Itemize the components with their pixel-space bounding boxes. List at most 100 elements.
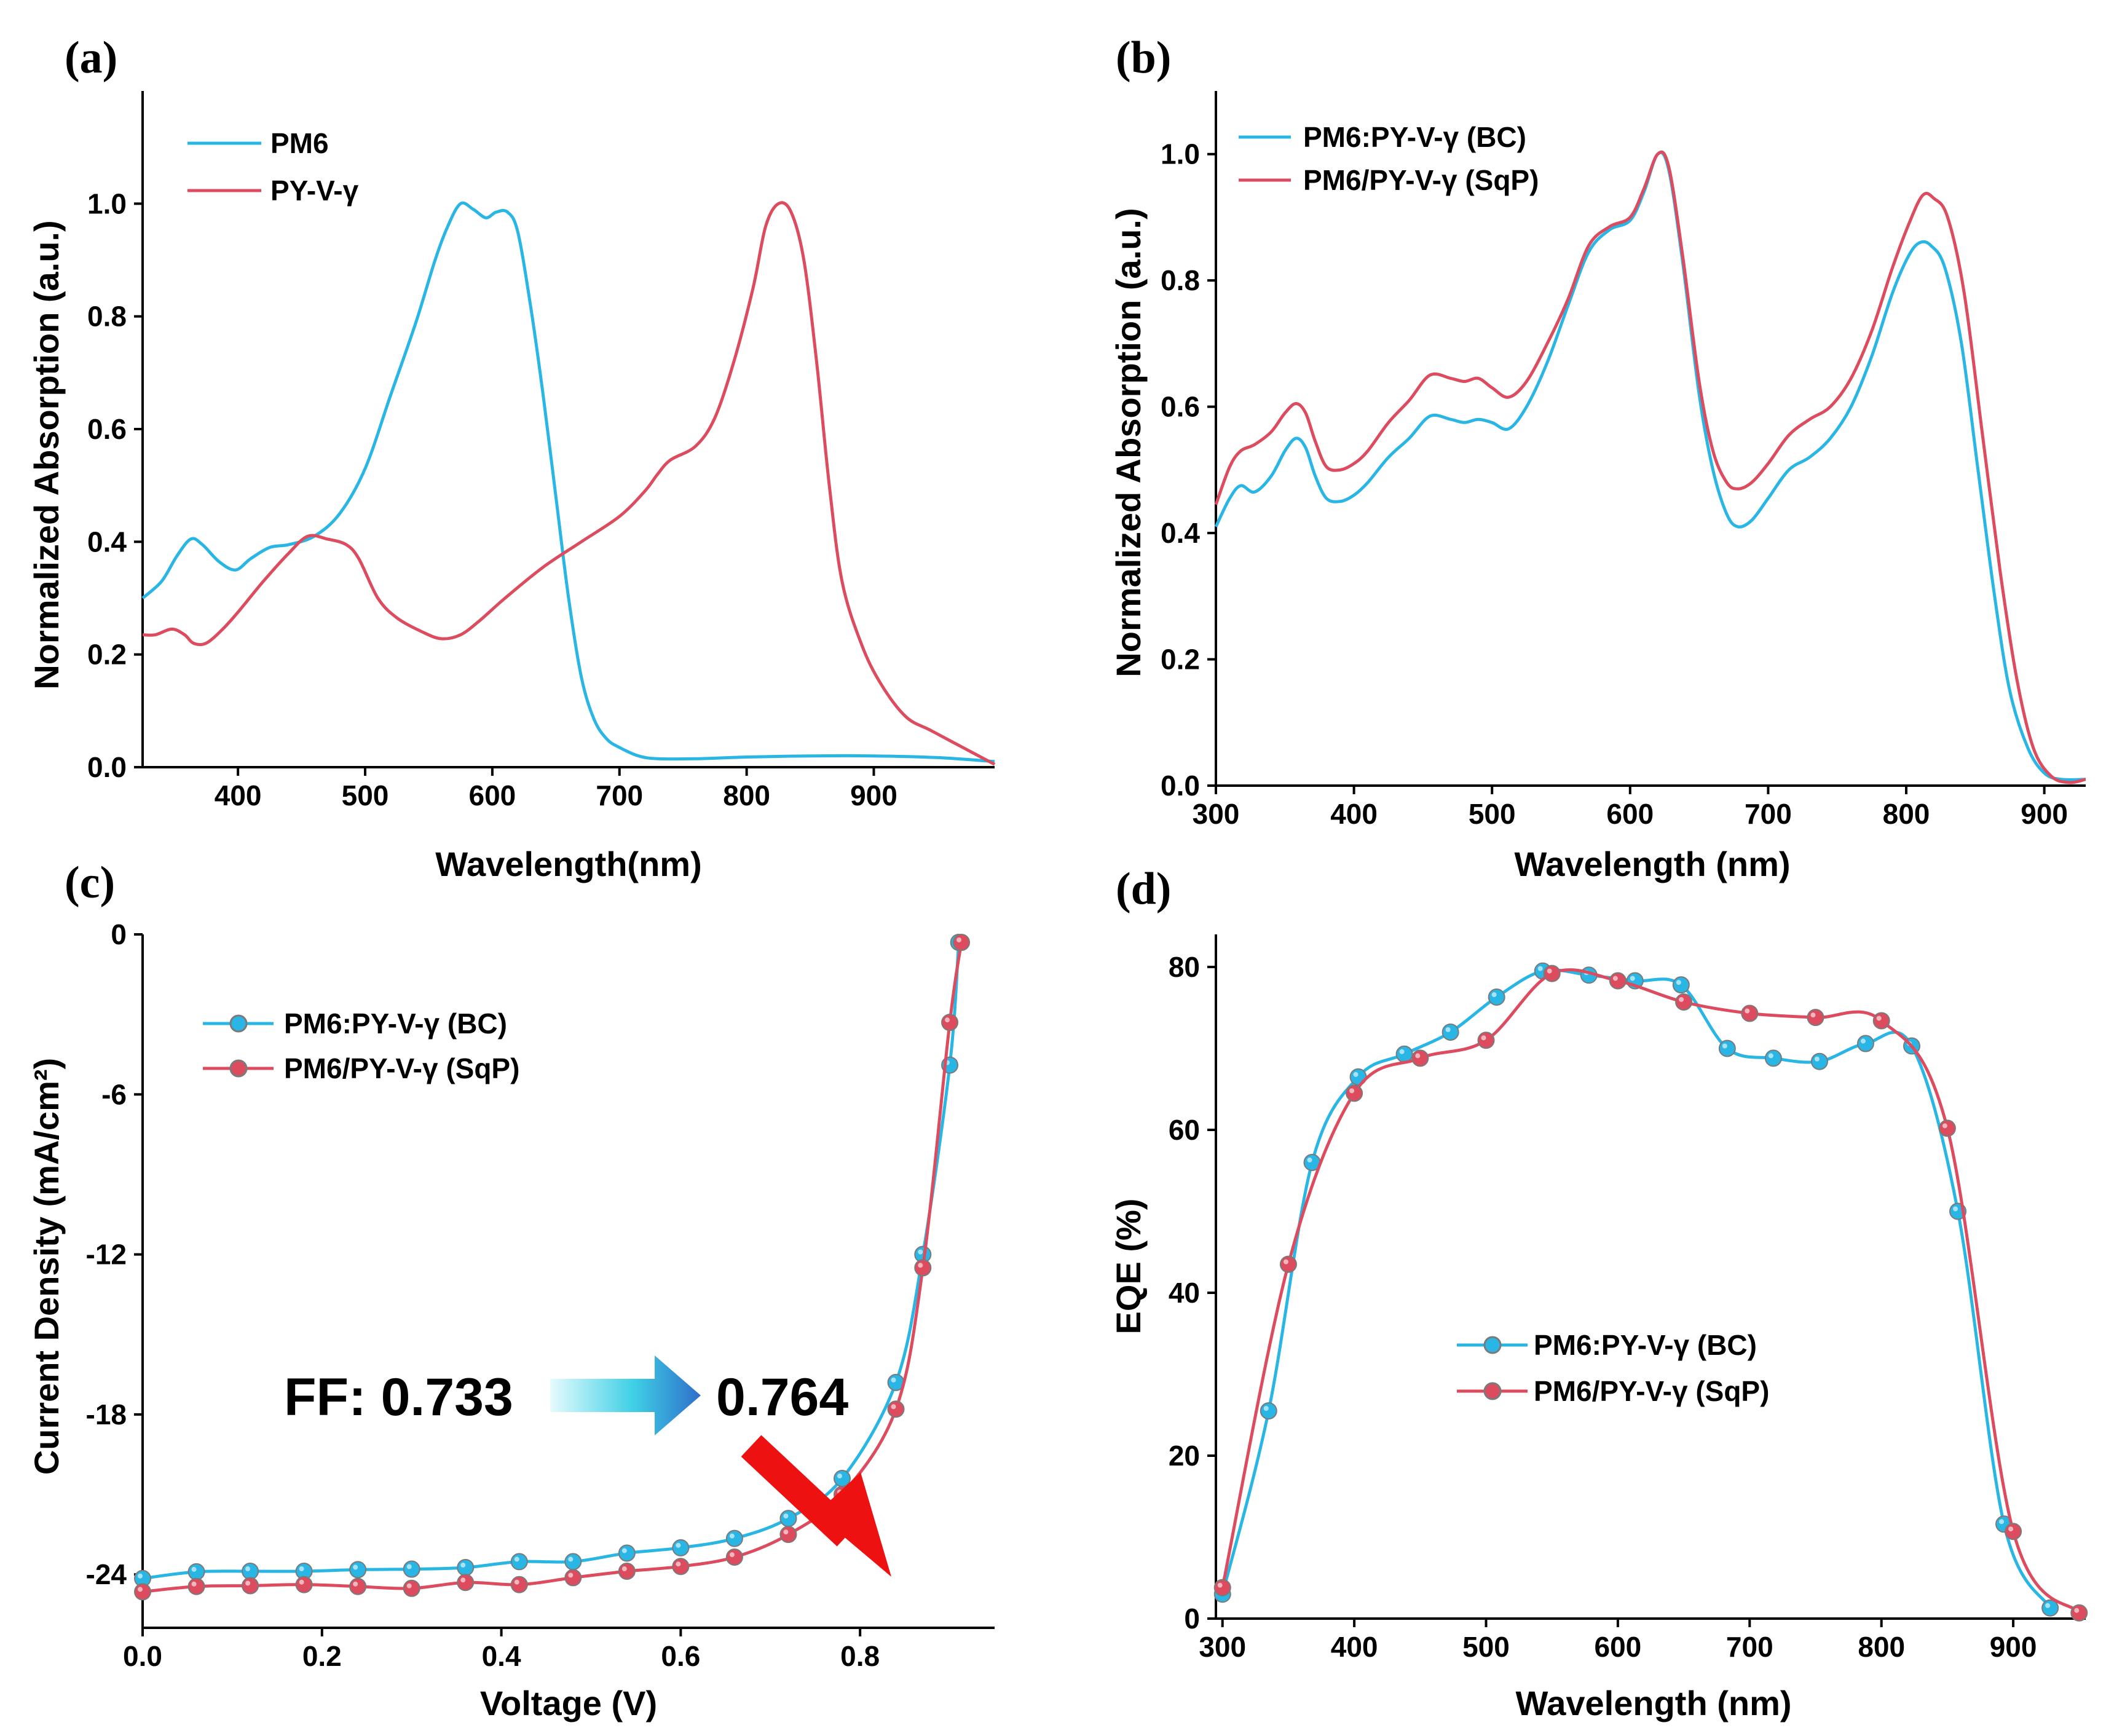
panel-d-legend: PM6:PY-V-γ (BC) PM6/PY-V-γ (SqP): [1457, 1329, 1769, 1407]
y-tick-label: 1.0: [87, 187, 127, 219]
plot-b: 300 400 500 600 700 800 900 0.0 0.2 0.4 0.6 0.8 1.0: [1161, 91, 2086, 830]
data-point-highlight: [1415, 1053, 1421, 1059]
data-point-highlight: [568, 1556, 574, 1562]
data-point-highlight: [621, 1548, 627, 1553]
panel-a-label: (a): [65, 33, 117, 83]
data-point-highlight: [191, 1581, 197, 1587]
x-tick-label: 0.0: [123, 1640, 162, 1672]
data-point: [349, 1561, 367, 1579]
x-tick-label: 0.4: [482, 1640, 521, 1672]
panel-b-legend-sqp: PM6/PY-V-γ (SqP): [1303, 164, 1539, 196]
data-point: [1872, 1012, 1890, 1030]
y-tick-label: 0.0: [87, 751, 127, 783]
x-tick-label: 0.6: [661, 1640, 700, 1672]
x-tick-label: 800: [1858, 1631, 1905, 1663]
x-tick-label: 900: [1990, 1631, 2037, 1663]
data-point: [510, 1553, 528, 1571]
data-point-highlight: [514, 1556, 519, 1562]
data-point-highlight: [1676, 980, 1681, 985]
panel-d-label: (d): [1116, 864, 1171, 914]
data-point: [187, 1577, 205, 1595]
y-tick-label: 0.8: [1161, 264, 1200, 296]
data-point: [618, 1544, 636, 1562]
panel-a-ylabel: Normalized Absorption (a.u.): [27, 220, 66, 689]
y-tick-label: 80: [1169, 951, 1200, 983]
data-point: [510, 1576, 528, 1593]
panel-a-xlabel: Wavelength(nm): [435, 845, 701, 883]
data-point: [953, 934, 971, 952]
data-point: [1672, 976, 1690, 994]
data-point-highlight: [783, 1529, 789, 1535]
data-point: [1346, 1084, 1363, 1102]
data-point: [779, 1510, 797, 1528]
data-point-highlight: [1768, 1053, 1773, 1059]
data-point: [1279, 1255, 1297, 1273]
y-tick-label: 0: [111, 918, 127, 950]
data-point-highlight: [568, 1572, 574, 1578]
data-point: [564, 1553, 582, 1571]
data-point-highlight: [729, 1552, 735, 1558]
data-point: [1213, 1579, 1231, 1596]
y-tick-label: 0.4: [1161, 517, 1200, 549]
plot-c: 0.0 0.2 0.4 0.6 0.8 0 -6 -12 -18 -24: [86, 918, 995, 1672]
data-point-highlight: [956, 937, 962, 943]
panel-c-label: (c): [65, 858, 115, 908]
panel-c-xlabel: Voltage (V): [480, 1684, 657, 1722]
panel-b-xlabel: Wavelength (nm): [1514, 845, 1790, 883]
data-point-highlight: [676, 1561, 681, 1567]
panel-d-legend-marker-bc: [1483, 1336, 1502, 1354]
panel-d-ylabel: EQE (%): [1109, 1199, 1148, 1335]
data-point: [403, 1579, 420, 1597]
x-tick-label: 700: [596, 779, 643, 811]
data-point-highlight: [138, 1573, 143, 1579]
ff-label: FF: 0.733: [284, 1368, 513, 1427]
red-arrow: [741, 1435, 891, 1577]
ff-gradient-arrow: [550, 1355, 701, 1435]
data-point-highlight: [676, 1542, 681, 1548]
data-point-highlight: [2074, 1608, 2080, 1613]
data-point-highlight: [1745, 1008, 1750, 1014]
data-point-highlight: [918, 1263, 923, 1268]
data-point: [2041, 1599, 2059, 1617]
data-point-highlight: [299, 1579, 304, 1585]
data-point-highlight: [1999, 1519, 2005, 1525]
data-point-highlight: [1814, 1056, 1820, 1062]
data-point: [1543, 965, 1561, 982]
data-point-highlight: [406, 1564, 412, 1569]
y-tick-label: 0.0: [1161, 770, 1200, 802]
panel-b-legend-bc: PM6:PY-V-γ (BC): [1303, 121, 1526, 153]
panel-d: (d) 300 400 500 600 700 800 900 0 20 40 60 80 Wavel…: [1109, 864, 2088, 1722]
y-tick-label: 0.2: [87, 639, 127, 671]
panel-c-ylabel: Current Density (mA/cm²): [27, 1058, 66, 1475]
data-point-highlight: [1217, 1582, 1223, 1588]
y-tick-label: 0.8: [87, 301, 127, 333]
x-tick-label: 0.2: [302, 1640, 342, 1672]
data-point-highlight: [460, 1577, 466, 1583]
data-point: [1741, 1004, 1759, 1022]
data-point: [1807, 1009, 1824, 1027]
panel-b: (b) 300 400 500 600 700 800 900 0.0 0.2 0.4 0.6 0.8…: [1109, 33, 2086, 883]
data-point-highlight: [1876, 1016, 1882, 1021]
data-point-highlight: [460, 1562, 466, 1568]
data-point: [349, 1577, 367, 1595]
y-tick-label: 0.2: [1161, 644, 1200, 676]
data-point-highlight: [245, 1566, 251, 1572]
data-point-highlight: [245, 1580, 251, 1586]
plot-a: 400 500 600 700 800 900 0.0 0.2 0.4 0.6 0.8 1.0: [87, 91, 996, 811]
data-point: [1260, 1402, 1277, 1420]
data-point-highlight: [1491, 992, 1497, 998]
data-point: [1609, 972, 1627, 990]
panel-a-legend-pm6: PM6: [270, 127, 329, 159]
panel-a: (a) 400 500 600 700 800 900 0.0 0.2 0.4 0.6 0.8 1.0…: [27, 33, 996, 883]
y-tick-label: -6: [101, 1078, 127, 1110]
x-tick-label: 700: [1745, 798, 1792, 830]
y-tick-label: 40: [1169, 1277, 1200, 1309]
data-point-highlight: [1612, 976, 1618, 981]
data-point-highlight: [191, 1566, 197, 1572]
data-point: [1856, 1035, 1874, 1052]
data-point: [1938, 1119, 1956, 1137]
data-point: [914, 1259, 932, 1277]
y-tick-label: 0.6: [87, 413, 127, 445]
x-tick-label: 800: [1883, 798, 1930, 830]
